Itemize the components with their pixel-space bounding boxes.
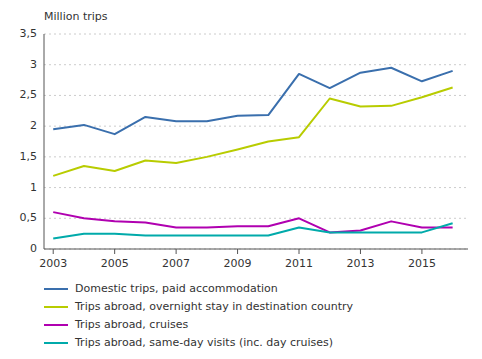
grid-line xyxy=(44,95,468,96)
grid-line xyxy=(44,126,468,127)
grid-line xyxy=(44,34,468,35)
grid-line xyxy=(44,156,468,157)
y-axis-line xyxy=(44,34,45,249)
grid-line xyxy=(44,187,468,188)
y-tick-label: 3,5 xyxy=(20,27,38,40)
grid-line xyxy=(44,218,468,219)
x-tick xyxy=(421,249,422,254)
grid-line xyxy=(44,64,468,65)
legend-swatch xyxy=(44,342,68,344)
x-tick-label: 2003 xyxy=(39,257,67,270)
y-tick-label: 0,5 xyxy=(20,211,38,224)
legend-swatch xyxy=(44,324,68,326)
x-axis-line xyxy=(44,249,468,250)
series-line xyxy=(53,223,452,238)
legend-swatch xyxy=(44,306,68,308)
x-axis: 2003 2005 2007 2009 2011 2013 2015 xyxy=(39,249,436,270)
legend-label: Trips abroad, cruises xyxy=(74,318,188,331)
y-tick-label: 1,5 xyxy=(20,150,38,163)
x-tick-label: 2007 xyxy=(162,257,190,270)
x-tick xyxy=(53,249,54,254)
x-tick xyxy=(360,249,361,254)
x-tick-label: 2015 xyxy=(408,257,436,270)
series-line xyxy=(53,87,452,175)
legend-label: Trips abroad, overnight stay in destinat… xyxy=(74,300,353,313)
plot-lines xyxy=(53,68,452,239)
y-tick-label: 1 xyxy=(30,181,37,194)
legend-swatch xyxy=(44,288,68,290)
legend-label: Trips abroad, same-day visits (inc. day … xyxy=(74,336,333,349)
y-axis: 0 0,5 1 1,5 2 2,5 3 3,5 xyxy=(20,27,469,255)
x-tick xyxy=(237,249,238,254)
y-tick-label: 3 xyxy=(30,58,37,71)
x-tick xyxy=(299,249,300,254)
y-tick-label: 0 xyxy=(30,242,37,255)
x-tick-label: 2013 xyxy=(346,257,374,270)
series-line xyxy=(53,212,452,232)
legend-label: Domestic trips, paid accommodation xyxy=(75,282,278,295)
x-tick-label: 2011 xyxy=(285,257,313,270)
x-tick xyxy=(176,249,177,254)
y-axis-label: Million trips xyxy=(44,10,108,23)
y-tick-label: 2,5 xyxy=(20,88,38,101)
x-tick-label: 2005 xyxy=(101,257,129,270)
grid-line xyxy=(44,249,468,250)
x-tick xyxy=(114,249,115,254)
x-tick-label: 2009 xyxy=(224,257,252,270)
chart: 0 0,5 1 1,5 2 2,5 3 3,5 2003 2005 2007 2009 2011 2013… xyxy=(0,0,482,359)
series-line xyxy=(53,68,452,134)
y-tick-label: 2 xyxy=(30,119,37,132)
legend: Domestic trips, paid accommodation Trips … xyxy=(44,282,353,349)
